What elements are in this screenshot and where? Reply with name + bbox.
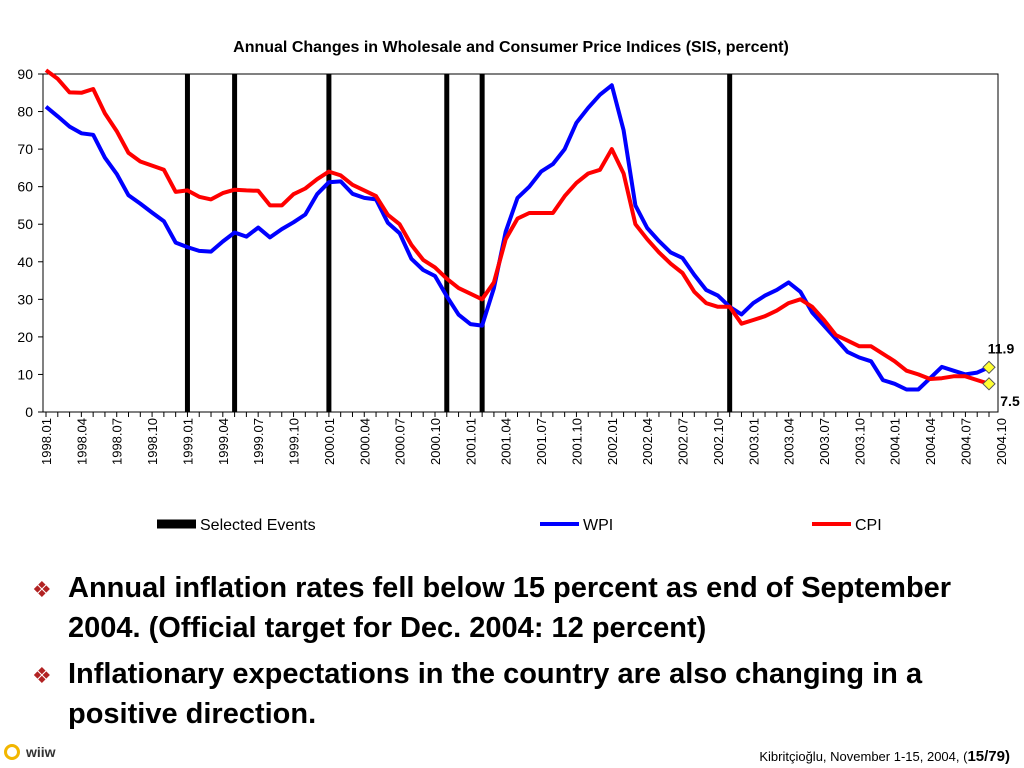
y-tick-label: 10: [17, 366, 33, 382]
x-tick-label: 2004.01: [888, 418, 903, 465]
x-tick-label: 2001.04: [499, 418, 514, 465]
bullet-item: ❖ Annual inflation rates fell below 15 p…: [32, 568, 1017, 648]
x-tick-label: 2002.10: [711, 418, 726, 465]
data-label: 7.5: [1000, 393, 1020, 409]
data-label: 11.9: [988, 340, 1015, 356]
y-tick-label: 30: [17, 291, 33, 307]
y-tick-label: 70: [17, 141, 33, 157]
end-point-marker: [982, 377, 996, 391]
logo-text: wiiw: [26, 744, 56, 760]
x-tick-label: 2001.07: [534, 418, 549, 465]
y-tick-label: 0: [25, 404, 33, 420]
plot-area: [42, 73, 999, 413]
legend-label: Selected Events: [200, 517, 316, 534]
legend-label: WPI: [583, 517, 613, 534]
y-tick-label: 20: [17, 329, 33, 345]
x-tick-label: 2000.01: [322, 418, 337, 465]
x-tick-label: 2002.04: [640, 418, 655, 465]
wiiw-logo: wiiw: [4, 744, 56, 760]
bullet-text: Inflationary expectations in the country…: [68, 658, 923, 730]
x-tick-label: 1998.04: [74, 418, 89, 465]
x-tick-label: 2000.07: [393, 418, 408, 465]
x-tick-label: 2004.07: [958, 418, 973, 465]
x-tick-label: 2002.07: [676, 418, 691, 465]
logo-ring-icon: [4, 744, 20, 760]
x-tick-label: 2000.10: [428, 418, 443, 465]
x-tick-label: 2000.04: [357, 418, 372, 465]
footer-text: Kibritçioğlu, November 1-15, 2004, (: [759, 749, 968, 764]
x-tick-label: 2002.01: [605, 418, 620, 465]
page-number: 15/79: [967, 748, 1005, 765]
x-tick-label: 1998.10: [145, 418, 160, 465]
x-tick-label: 2004.04: [923, 418, 938, 465]
end-point-marker: [982, 360, 996, 375]
x-tick-label: 2004.10: [994, 418, 1009, 465]
y-tick-label: 60: [17, 179, 33, 195]
bullet-item: ❖ Inflationary expectations in the count…: [32, 654, 1017, 734]
x-tick-label: 1998.07: [110, 418, 125, 465]
x-tick-label: 2003.04: [782, 418, 797, 465]
wpi-line: [44, 83, 990, 392]
x-tick-label: 1999.04: [216, 418, 231, 465]
x-tick-label: 1999.10: [287, 418, 302, 465]
x-tick-label: 2001.01: [463, 418, 478, 465]
diamond-bullet-icon: ❖: [32, 577, 52, 602]
x-tick-label: 1999.01: [180, 418, 195, 465]
diamond-bullet-icon: ❖: [32, 663, 52, 688]
y-tick-label: 40: [17, 254, 33, 270]
y-tick-label: 80: [17, 104, 33, 120]
x-tick-label: 2003.07: [817, 418, 832, 465]
y-tick-label: 90: [17, 66, 33, 82]
cpi-line: [44, 68, 990, 386]
x-tick-label: 2001.10: [569, 418, 584, 465]
bullet-list: ❖ Annual inflation rates fell below 15 p…: [32, 568, 1017, 740]
x-tick-label: 2003.10: [852, 418, 867, 465]
line-chart: Annual Changes in Wholesale and Consumer…: [17, 39, 1020, 534]
bullet-text: Annual inflation rates fell below 15 per…: [68, 572, 952, 644]
legend-label: CPI: [855, 517, 882, 534]
footer-citation: Kibritçioğlu, November 1-15, 2004, (15/7…: [759, 748, 1010, 765]
x-tick-label: 1998.01: [39, 418, 54, 465]
footer-close: ): [1005, 748, 1010, 765]
chart-title: Annual Changes in Wholesale and Consumer…: [233, 39, 789, 56]
x-tick-label: 2003.01: [746, 418, 761, 465]
x-tick-label: 1999.07: [251, 418, 266, 465]
y-tick-label: 50: [17, 216, 33, 232]
